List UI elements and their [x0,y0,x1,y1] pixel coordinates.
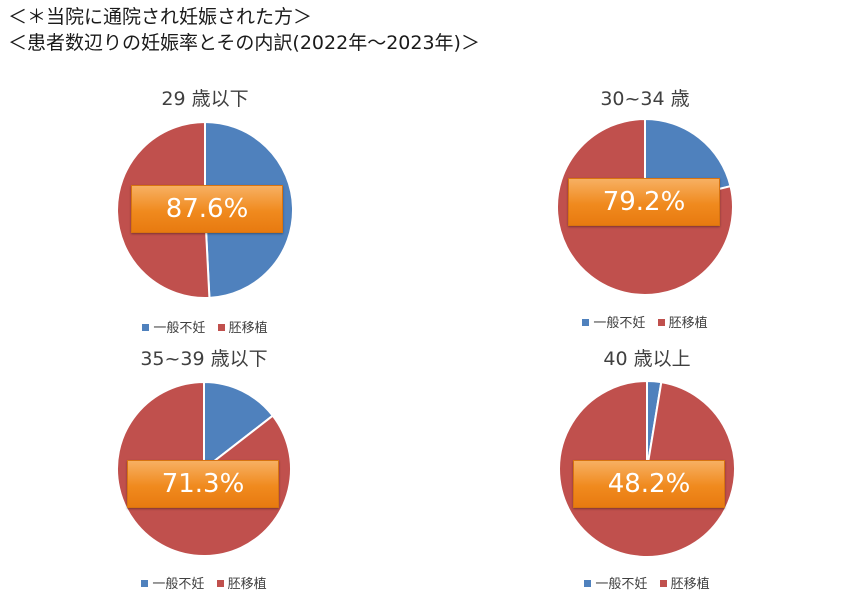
pie-legend: 一般不妊 胚移植 [495,312,795,331]
legend-label-transfer: 胚移植 [228,321,268,336]
pie-title: 40 歳以上 [603,348,691,370]
legend-swatch-general [142,324,150,331]
legend-item-transfer: 胚移植 [217,317,268,336]
pregnancy-rate-label: 71.3% [127,460,279,508]
pie-legend: 一般不妊 胚移植 [55,317,355,336]
legend-swatch-transfer [657,319,665,326]
legend-label-general: 一般不妊 [595,577,648,592]
legend-swatch-transfer [659,580,667,587]
legend-label-general: 一般不妊 [152,577,205,592]
legend-label-transfer: 胚移植 [668,316,708,331]
pie-legend: 一般不妊 胚移植 [54,573,354,592]
legend-swatch-general [584,580,592,587]
pie-slice-general [203,380,275,472]
pie-panel-under-29: 29 歳以下 87.6% 一般不妊 胚移植 [55,84,355,336]
legend-item-general: 一般不妊 [141,573,204,592]
pregnancy-rate-label: 87.6% [131,185,283,233]
legend-swatch-transfer [216,580,224,587]
main-heading-line1: ＜＊当院に通院され妊娠された方＞ [8,6,313,28]
pie-title: 29 歳以下 [161,88,249,110]
pie-title: 35~39 歳以下 [140,348,268,370]
legend-swatch-general [582,319,590,326]
pie-panel-30-34: 30~34 歳 79.2% 一般不妊 胚移植 [495,84,795,334]
legend-label-transfer: 胚移植 [227,577,267,592]
legend-swatch-transfer [217,324,225,331]
pie-title: 30~34 歳 [600,88,690,110]
legend-item-transfer: 胚移植 [216,573,267,592]
pie-panel-40-plus: 40 歳以上 48.2% 一般不妊 胚移植 [497,344,797,594]
pregnancy-rate-label: 79.2% [568,178,720,226]
legend-item-general: 一般不妊 [582,312,645,331]
legend-item-general: 一般不妊 [142,317,205,336]
pie-panel-35-39: 35~39 歳以下 71.3% 一般不妊 胚移植 [54,344,354,594]
legend-label-transfer: 胚移植 [670,577,710,592]
legend-item-transfer: 胚移植 [657,312,708,331]
main-heading-line2: ＜患者数辺りの妊娠率とその内訳(2022年〜2023年)＞ [8,32,480,54]
legend-swatch-general [141,580,149,587]
legend-label-general: 一般不妊 [153,321,206,336]
pregnancy-rate-label: 48.2% [573,460,725,508]
pie-legend: 一般不妊 胚移植 [497,573,797,592]
legend-item-general: 一般不妊 [584,573,647,592]
legend-label-general: 一般不妊 [593,316,646,331]
legend-item-transfer: 胚移植 [659,573,710,592]
